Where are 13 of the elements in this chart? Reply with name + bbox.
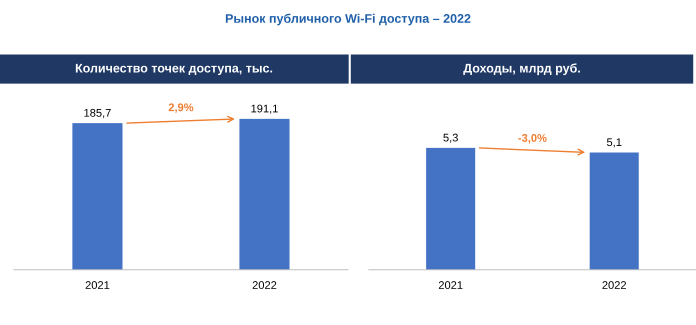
- text: -3,0%: [518, 134, 547, 144]
- data-label: 185,7: [84, 108, 111, 118]
- x-tick-label: 2021: [86, 281, 110, 290]
- chart-title: Количество точек доступа, тыс.: [76, 64, 272, 76]
- text: 2,9%: [168, 103, 194, 113]
- data-label: 191,1: [251, 104, 278, 114]
- data-label: 5,3: [443, 134, 458, 143]
- x-tick-label: 2022: [252, 281, 276, 290]
- data-label: 5,1: [606, 138, 622, 148]
- x-tick-label: 2022: [602, 281, 626, 290]
- x-tick-label: 2021: [438, 281, 462, 290]
- chart-title: Доходы, млрд руб.: [463, 63, 580, 76]
- text: Рынок публичного Wi-Fi доступа – 2022: [226, 14, 470, 26]
